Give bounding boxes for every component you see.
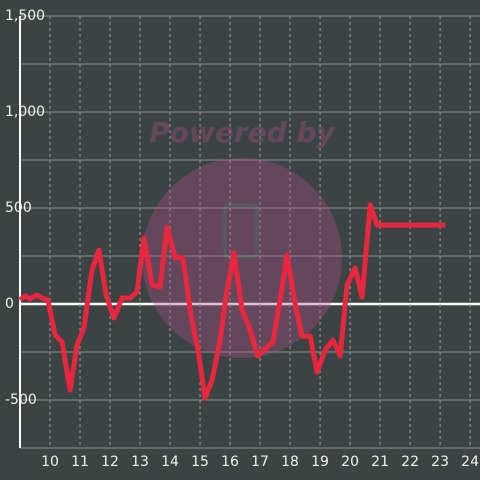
x-tick-label: 16 [221,454,239,470]
x-tick-label: 22 [401,454,419,470]
watermark-text: Powered by [149,116,336,149]
x-tick-label: 17 [251,454,269,470]
x-tick-label: 23 [431,454,449,470]
x-tick-label: 12 [101,454,119,470]
x-tick-label: 24 [461,454,479,470]
x-tick-label: 20 [341,454,359,470]
x-tick-label: 13 [131,454,149,470]
x-tick-label: 15 [191,454,209,470]
x-tick-label: 21 [371,454,389,470]
watermark-logo [223,203,259,259]
x-tick-label: 10 [41,454,59,470]
x-tick-label: 11 [71,454,89,470]
x-tick-label: 18 [281,454,299,470]
y-tick-label: 500 [5,200,32,216]
x-tick-label: 14 [161,454,179,470]
y-tick-label: 0 [5,296,14,312]
y-tick-label: 1,000 [5,104,45,120]
data-line [18,202,446,401]
x-tick-label: 19 [311,454,329,470]
grid [20,15,480,449]
y-tick-label: 1,500 [5,8,45,24]
